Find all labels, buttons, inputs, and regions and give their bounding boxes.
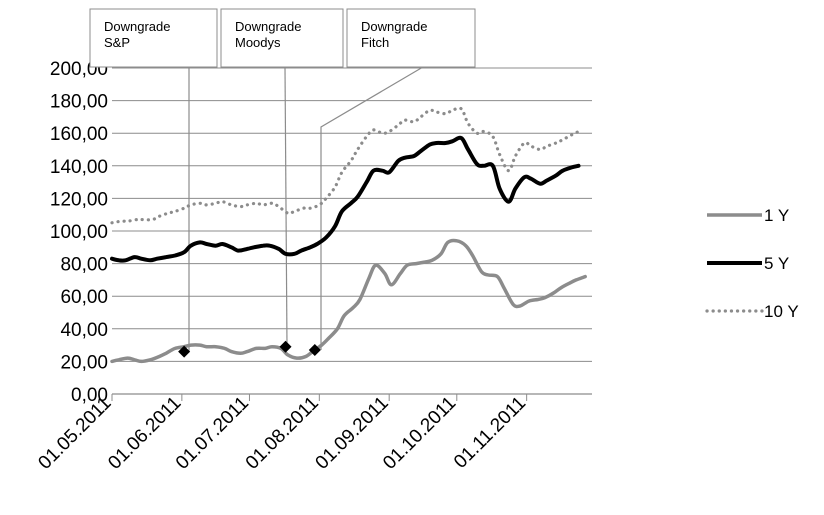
- y-tick-label: 80,00: [60, 255, 108, 276]
- callout-leader-line: [184, 67, 189, 352]
- x-tick-label: 01.08.2011: [242, 393, 323, 474]
- callout-label-line1: Downgrade: [235, 19, 302, 34]
- annotations: DowngradeS&PDowngradeMoodysDowngradeFitc…: [90, 9, 475, 352]
- series-line-1y: [112, 240, 585, 361]
- y-tick-label: 100,00: [50, 222, 108, 243]
- y-tick-label: 160,00: [50, 124, 108, 145]
- callout-leader-line: [285, 67, 287, 347]
- callout-label-line1: Downgrade: [361, 19, 428, 34]
- y-tick-label: 120,00: [50, 189, 108, 210]
- y-tick-label: 180,00: [50, 92, 108, 113]
- y-axis-tick-labels: 0,0020,0040,0060,0080,00100,00120,00140,…: [50, 59, 108, 406]
- y-tick-label: 40,00: [60, 320, 108, 341]
- callout-label-line2: Moodys: [235, 35, 281, 50]
- x-axis-tick-labels: 01.05.201101.06.201101.07.201101.08.2011…: [34, 393, 530, 474]
- callout-leader-line: [321, 67, 423, 350]
- x-tick-label: 01.11.2011: [450, 393, 530, 473]
- callout-label-line1: Downgrade: [104, 19, 171, 34]
- legend-label: 10 Y: [764, 302, 799, 321]
- y-tick-label: 60,00: [60, 287, 108, 308]
- series-lines: [112, 108, 585, 361]
- y-tick-label: 140,00: [50, 157, 108, 178]
- y-tick-label: 20,00: [60, 352, 108, 373]
- legend: 1 Y 5 Y 10 Y: [707, 206, 799, 321]
- legend-label: 1 Y: [764, 206, 789, 225]
- x-tick-label: 01.07.2011: [172, 393, 253, 474]
- callout-label-line2: Fitch: [361, 35, 389, 50]
- x-tick-label: 01.10.2011: [379, 393, 460, 474]
- callout-label-line2: S&P: [104, 35, 130, 50]
- series-line-5y: [112, 138, 579, 261]
- legend-label: 5 Y: [764, 254, 789, 273]
- annotation-marker: [280, 341, 292, 353]
